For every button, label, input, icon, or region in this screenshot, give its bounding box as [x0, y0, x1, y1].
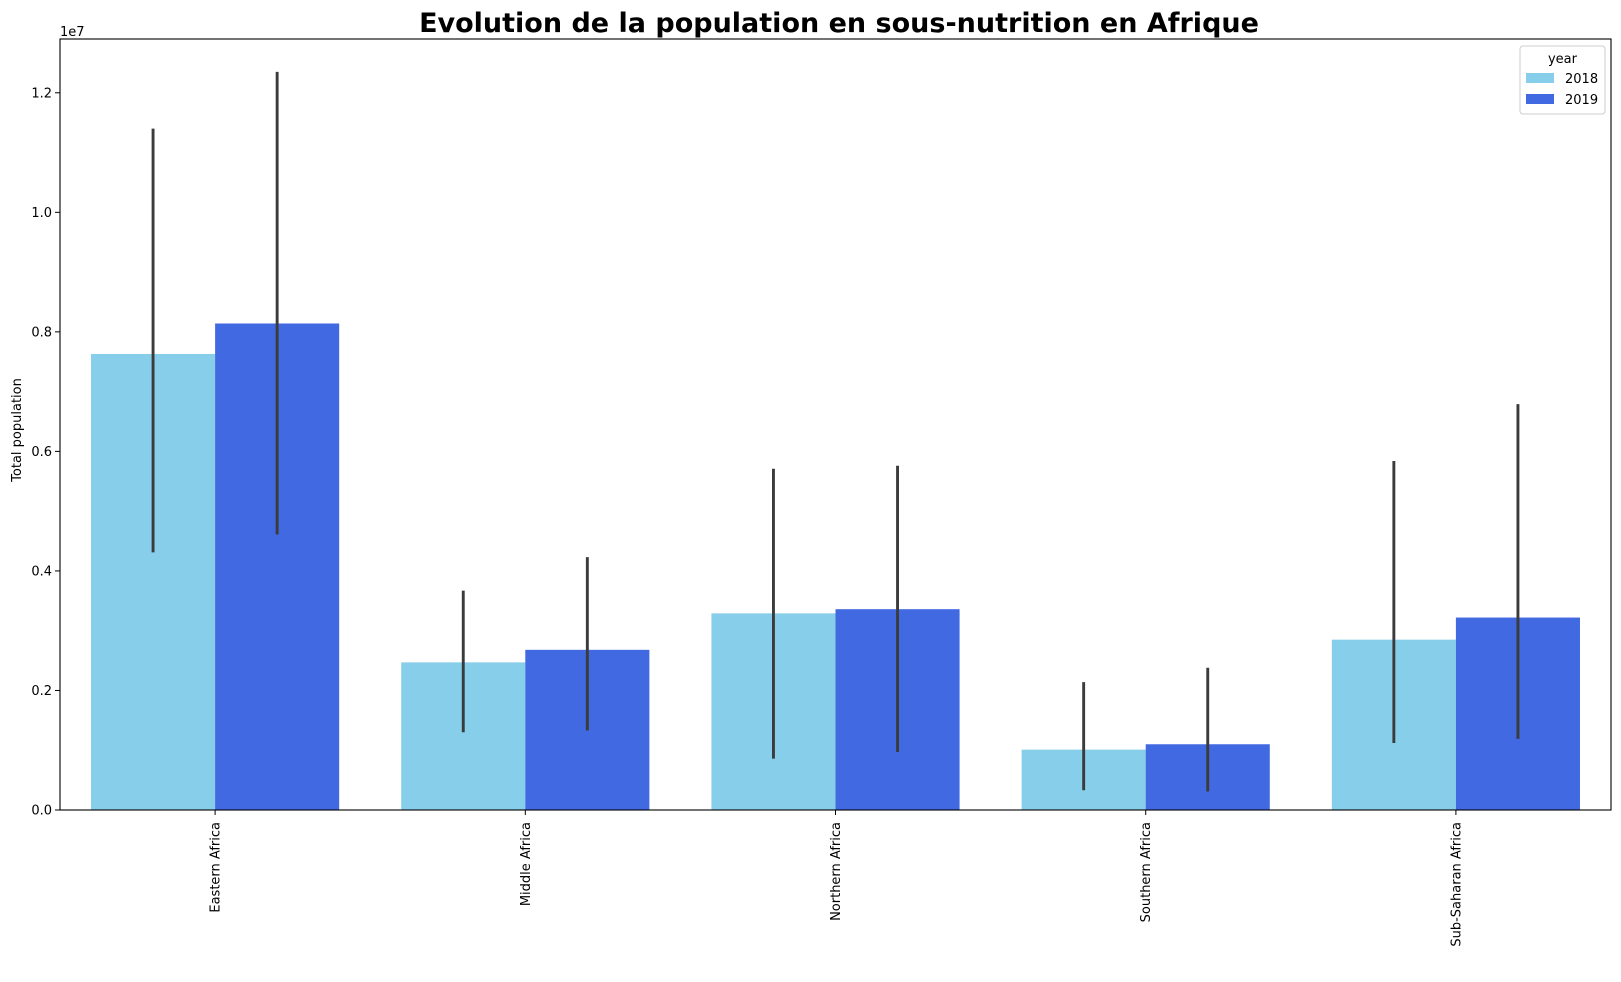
y-tick-label: 0.8: [31, 325, 52, 340]
legend: year 2018 2019: [1519, 45, 1606, 115]
bars-layer: [91, 323, 1580, 810]
x-tick-label: Sub-Saharan Africa: [1449, 822, 1464, 947]
legend-swatch-2019: [1526, 94, 1554, 104]
x-tick-label: Eastern Africa: [209, 822, 224, 913]
y-tick-label: 1.2: [31, 86, 52, 101]
legend-swatch-2018: [1526, 73, 1554, 83]
legend-label-2018: 2018: [1565, 72, 1598, 87]
y-tick-label: 0.0: [31, 804, 52, 819]
chart-title: Evolution de la population en sous-nutri…: [419, 8, 1259, 39]
y-axis-label: Total population: [10, 378, 25, 483]
y-tick-label: 0.4: [31, 564, 52, 579]
error-bars-layer: [151, 71, 1520, 792]
y-tick-label: 0.6: [31, 445, 52, 460]
x-tick-label: Northern Africa: [829, 822, 844, 921]
x-tick-label: Southern Africa: [1139, 822, 1154, 922]
legend-label-2019: 2019: [1565, 93, 1598, 108]
y-tick-label: 0.2: [31, 684, 52, 699]
x-tick-label: Middle Africa: [519, 822, 534, 906]
legend-title: year: [1548, 52, 1578, 67]
y-tick-label: 1.0: [31, 206, 52, 221]
y-offset-label: 1e7: [60, 25, 85, 40]
axes-layer: 0.0 0.2 0.4 0.6 0.8 1.0 1.2 Eastern Africa Middl…: [31, 38, 1612, 947]
